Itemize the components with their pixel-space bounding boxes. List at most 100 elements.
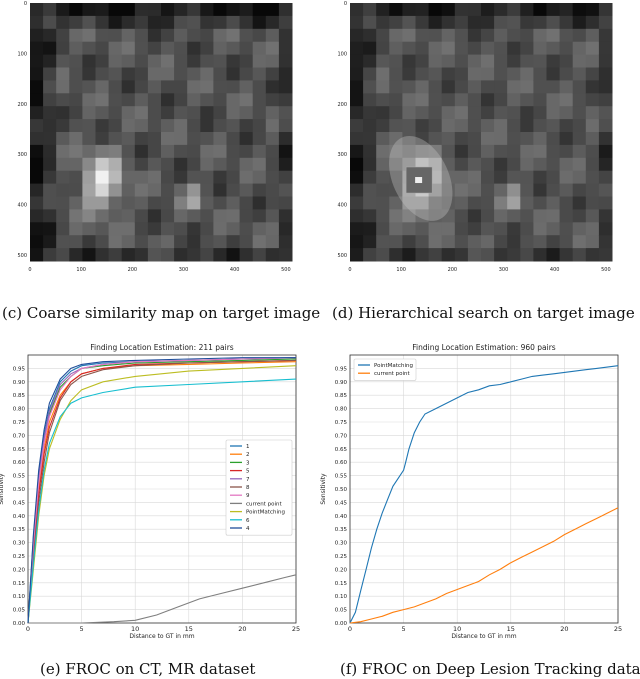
heatmap-cell (572, 196, 587, 210)
heatmap-cell (559, 119, 574, 133)
heatmap-cell (239, 132, 254, 146)
heatmap-x-tick: 500 (601, 267, 611, 273)
heatmap-cell (481, 106, 495, 120)
heatmap-cell (174, 157, 188, 172)
heatmap-cell (239, 157, 254, 172)
heatmap-cell (69, 196, 83, 210)
heatmap-cell (402, 106, 416, 120)
heatmap-cell (467, 93, 482, 107)
x-tick-label: 20 (560, 625, 568, 633)
heatmap-cell (520, 3, 534, 17)
heatmap-cell (363, 3, 377, 17)
heatmap-cell (507, 80, 521, 94)
heatmap-cell (559, 196, 574, 210)
caption-c: (c) Coarse similarity map on target imag… (2, 304, 321, 322)
heatmap-cell (187, 157, 201, 172)
heatmap-cell (454, 119, 469, 133)
caption-f: (f) FROC on Deep Lesion Tracking dataset (340, 660, 640, 678)
heatmap-cell (56, 132, 70, 146)
heatmap-cell (56, 106, 70, 120)
chart-title: Finding Location Estimation: 960 pairs (412, 343, 556, 352)
heatmap-cell (533, 54, 547, 68)
heatmap-cell (454, 67, 469, 81)
x-tick-label: 15 (185, 625, 193, 633)
heatmap-cell (598, 209, 613, 223)
heatmap-cell (585, 209, 600, 223)
series-line (27, 378, 297, 624)
heatmap-cell (507, 196, 521, 210)
series-line (349, 507, 619, 624)
heatmap-cell (520, 196, 534, 210)
heatmap-cell (187, 41, 201, 56)
heatmap-cell (494, 3, 508, 17)
heatmap-cell (585, 157, 600, 172)
heatmap-cell (585, 248, 600, 262)
heatmap-y-tick: 400 (17, 203, 27, 209)
heatmap-cell (278, 132, 293, 146)
heatmap-cell (43, 28, 57, 43)
heatmap-cell (454, 144, 469, 159)
heatmap-cell (134, 235, 149, 249)
heatmap-cell (585, 3, 600, 17)
heatmap-cell (252, 67, 267, 81)
heatmap-cell (226, 3, 241, 17)
heatmap-cell (350, 41, 364, 56)
heatmap-cell (265, 80, 280, 94)
heatmap-cell (108, 3, 123, 17)
heatmap-cell (161, 183, 175, 197)
heatmap-cell (134, 54, 149, 68)
heatmap-cell (56, 183, 70, 197)
heatmap-cell (428, 41, 443, 56)
legend-label: 9 (246, 493, 250, 499)
heatmap-cell (174, 41, 188, 56)
heatmap-cell (507, 183, 521, 197)
heatmap-cell (252, 28, 267, 43)
heatmap-y-tick: 0 (344, 1, 347, 7)
heatmap-y-tick: 0 (24, 1, 27, 7)
heatmap-cell (546, 235, 561, 249)
heatmap-cell (481, 170, 495, 185)
legend-box (225, 439, 293, 536)
heatmap-cell (585, 119, 600, 133)
series-line (28, 574, 297, 624)
heatmap-cell (239, 119, 254, 133)
heatmap-cell (161, 106, 175, 120)
heatmap-cell (134, 144, 149, 159)
heatmap-cell (572, 170, 587, 185)
heatmap-cell (389, 54, 403, 68)
heatmap-cell (454, 15, 469, 30)
heatmap-cell (350, 144, 364, 159)
heatmap-cell (520, 106, 534, 120)
heatmap-cell (533, 41, 547, 56)
heatmap-cell (559, 15, 574, 30)
heatmap-cell (239, 28, 254, 43)
heatmap-cell (415, 15, 430, 30)
heatmap-cell (572, 80, 587, 94)
heatmap-cell (598, 170, 613, 185)
heatmap-cell (572, 144, 587, 159)
heatmap-cell (467, 106, 482, 120)
heatmap-cell (200, 235, 214, 249)
heatmap-cell (108, 196, 123, 210)
heatmap-cell (121, 15, 136, 30)
heatmap-cell (350, 209, 364, 223)
heatmap-cell (415, 106, 430, 120)
heatmap-cell (200, 222, 214, 236)
heatmap-cell (56, 67, 70, 81)
heatmap-cell (428, 67, 443, 81)
heatmap-cell (239, 248, 254, 262)
heatmap-cell (441, 28, 456, 43)
heatmap-cell (481, 80, 495, 94)
heatmap-cell (481, 248, 495, 262)
heatmap-cell (278, 41, 293, 56)
heatmap-cell (56, 80, 70, 94)
heatmap-cell (585, 196, 600, 210)
heatmap-cell (69, 235, 83, 249)
heatmap-cell (402, 248, 416, 262)
heatmap-cell (108, 67, 123, 81)
heatmap-cell (389, 209, 403, 223)
heatmap-cell (252, 144, 267, 159)
heatmap-cell (200, 93, 214, 107)
heatmap-cell (585, 41, 600, 56)
heatmap-cell (454, 41, 469, 56)
